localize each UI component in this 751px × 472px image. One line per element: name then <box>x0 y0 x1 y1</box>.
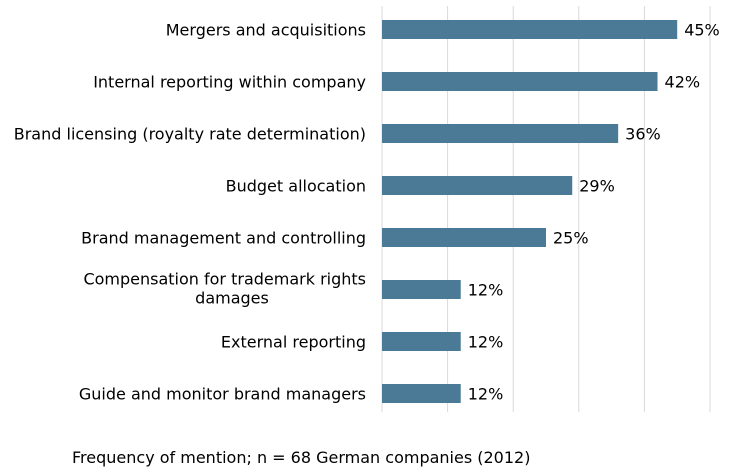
value-label-1: 45% <box>684 21 720 40</box>
bar-5 <box>382 228 546 247</box>
value-label-8: 12% <box>468 385 504 404</box>
value-label-3: 36% <box>625 125 661 144</box>
category-label-3: Brand licensing (royalty rate determinat… <box>14 125 366 144</box>
bar-4 <box>382 176 573 195</box>
bar-1 <box>382 20 678 39</box>
value-label-5: 25% <box>553 229 589 248</box>
value-label-7: 12% <box>468 333 504 352</box>
category-label-7: External reporting <box>221 333 366 352</box>
category-label-1: Mergers and acquisitions <box>166 21 366 40</box>
bar-8 <box>382 384 461 403</box>
value-label-6: 12% <box>468 281 504 300</box>
value-label-2: 42% <box>665 73 701 92</box>
category-label-8: Guide and monitor brand managers <box>79 385 366 404</box>
gridlines <box>381 6 711 412</box>
bar-7 <box>382 332 461 351</box>
category-label-5: Brand management and controlling <box>81 229 366 248</box>
category-label-4: Budget allocation <box>226 177 366 196</box>
bar-6 <box>382 280 461 299</box>
bars <box>382 20 678 403</box>
value-label-4: 29% <box>579 177 615 196</box>
category-label-6: Compensation for trademark rights damages <box>83 270 366 308</box>
bar-3 <box>382 124 619 143</box>
value-labels: 45% 42% 36% 29% 25% 12% 12% 12% <box>468 21 720 404</box>
category-label-2: Internal reporting within company <box>93 73 366 92</box>
bar-2 <box>382 72 658 91</box>
category-labels: Mergers and acquisitions Internal reporti… <box>14 21 366 404</box>
x-axis-label: Frequency of mention; n = 68 German comp… <box>72 448 531 467</box>
